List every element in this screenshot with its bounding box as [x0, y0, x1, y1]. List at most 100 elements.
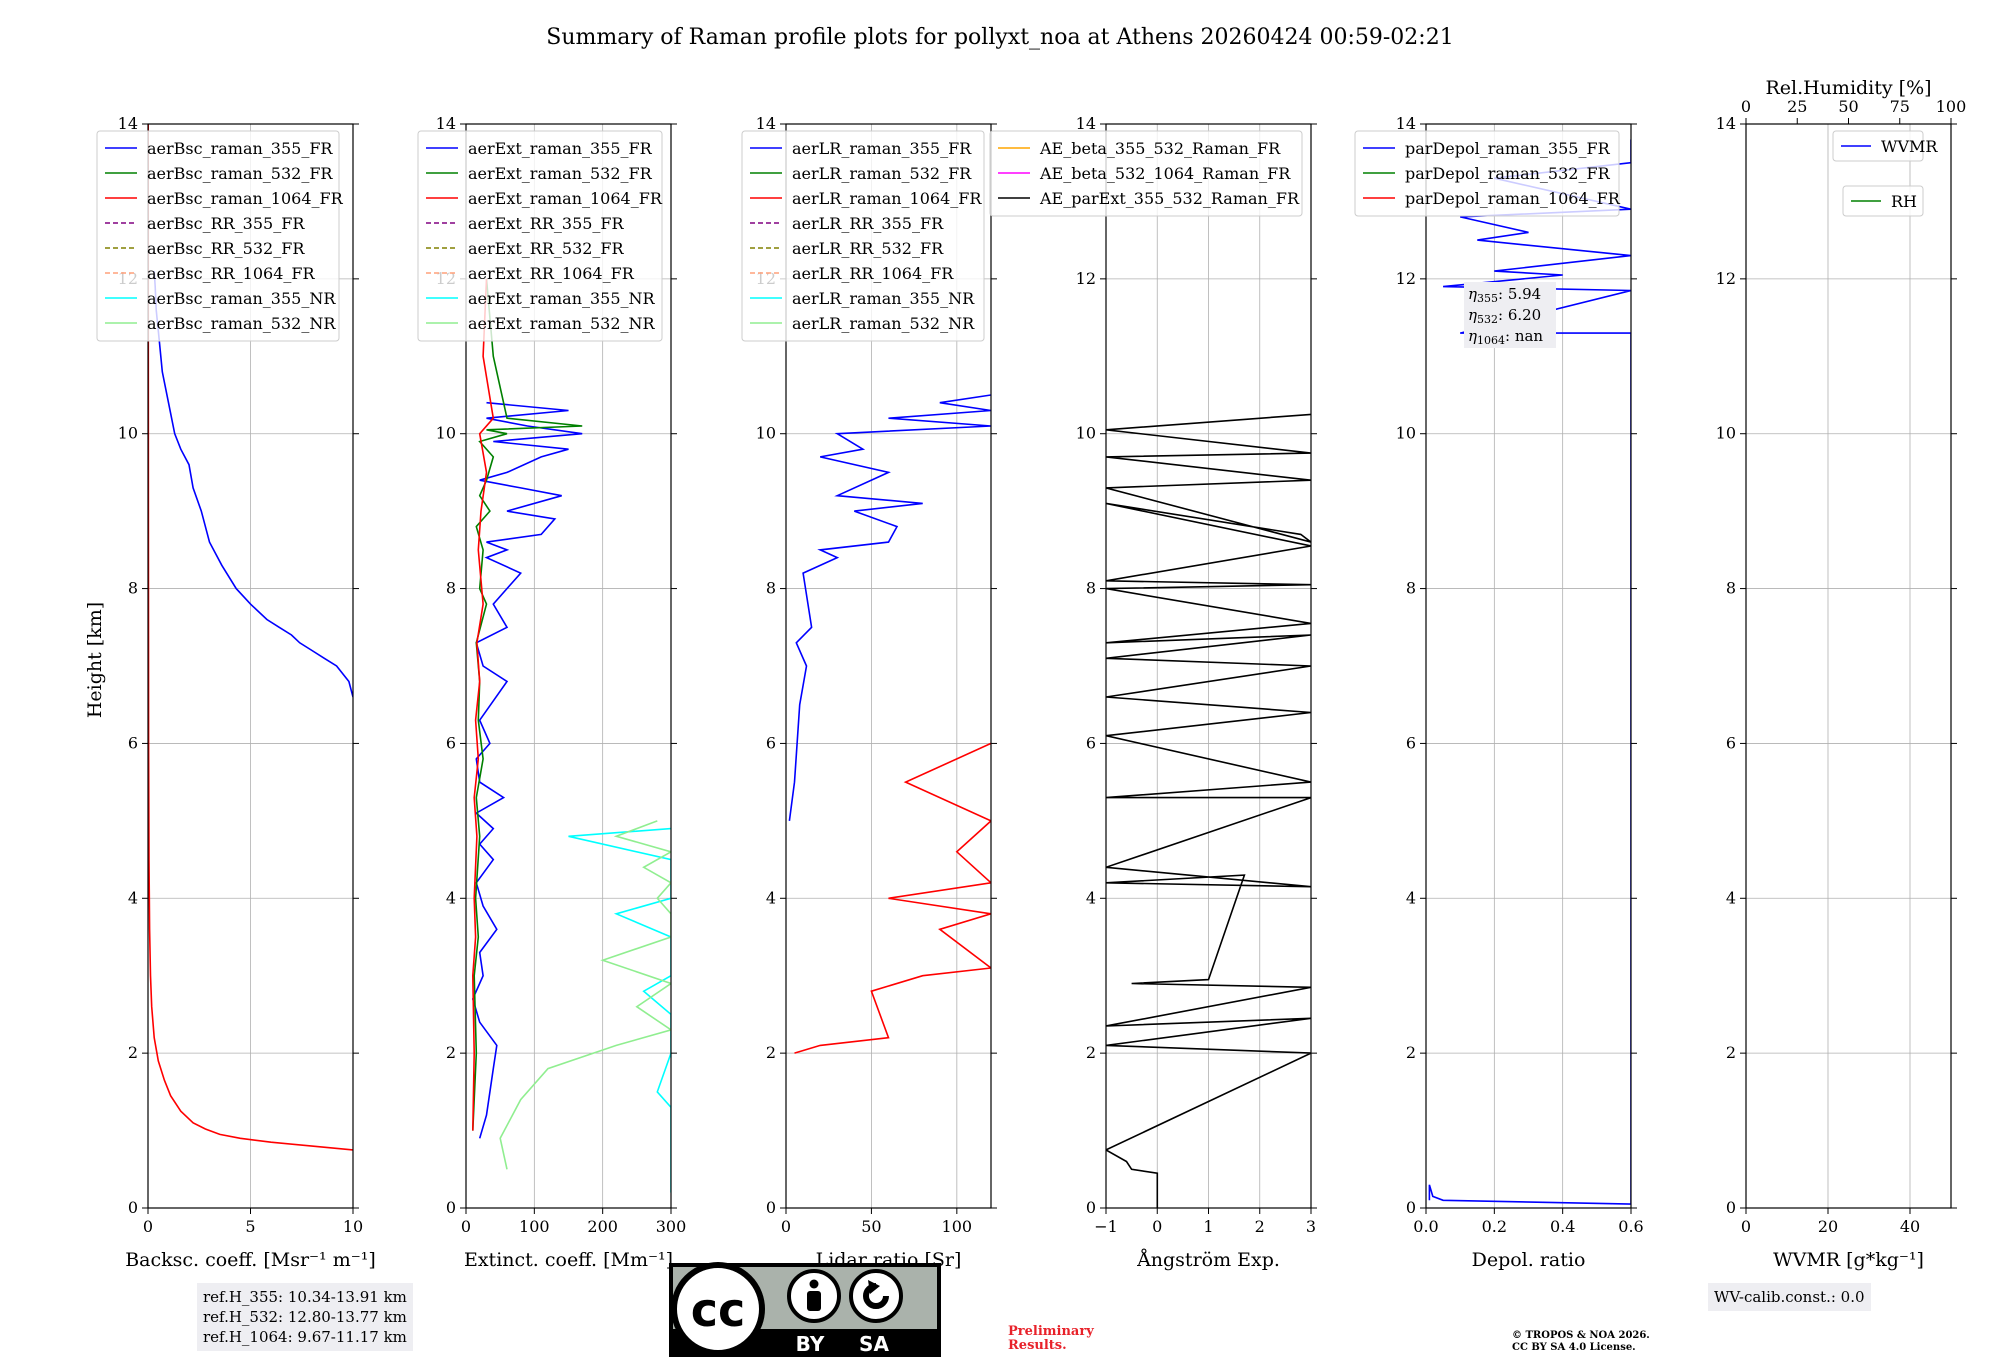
series-aerExt_raman_1064_FR — [471, 278, 495, 1131]
legend-label: aerBsc_RR_532_FR — [147, 239, 305, 258]
series-parDepol_raman_355_FR — [1428, 139, 1631, 1205]
series-aerExt_raman_532_NR — [499, 820, 671, 1170]
y-tick-label: 0 — [1726, 1198, 1736, 1217]
legend-box — [96, 130, 340, 342]
y-tick-label: 6 — [446, 733, 456, 752]
legend: aerBsc_raman_355_FR aerBsc_raman_532_FRae… — [96, 130, 344, 342]
refh-355: ref.H_355: 10.34-13.91 km — [203, 1288, 407, 1306]
series-aerBsc_raman_355_FR — [153, 271, 353, 698]
legend: aerLR_raman_355_FR aerLR_raman_532_FR aerL… — [741, 130, 985, 342]
preliminary-line-1: Preliminary — [1008, 1324, 1094, 1339]
badge-sa-label: SA — [859, 1332, 889, 1356]
x-axis-label: Backsc. coeff. [Msr⁻¹ m⁻¹] — [125, 1249, 376, 1271]
x-tick-label: 0.0 — [1413, 1217, 1438, 1236]
series-aerExt_raman_532_FR — [472, 278, 583, 1131]
x2-tick-label: 75 — [1890, 97, 1910, 116]
y-tick-label: 4 — [128, 888, 138, 907]
annotation-sub: 532 — [1477, 313, 1498, 326]
annotation-symbol: η — [1468, 285, 1477, 303]
x-tick-label: 300 — [656, 1217, 687, 1236]
sa-icon — [849, 1269, 903, 1323]
legend-label: aerBsc_raman_1064_FR — [147, 189, 344, 208]
legend-box — [1842, 185, 1924, 217]
x-tick-label: 2 — [1255, 1217, 1265, 1236]
y-tick-label: 4 — [1406, 888, 1416, 907]
x-tick-label: 0 — [461, 1217, 471, 1236]
legend-label: aerExt_raman_355_FR — [468, 139, 653, 158]
legend-label: aerLR_raman_355_FR — [792, 139, 972, 158]
legend-label: aerLR_RR_532_FR — [792, 239, 944, 258]
reference-height-box: ref.H_355: 10.34-13.91 km ref.H_532: 12.… — [197, 1283, 413, 1351]
legend-box — [417, 130, 663, 342]
x-tick-label: 100 — [519, 1217, 550, 1236]
axes-frame — [465, 123, 672, 1209]
legend: AE_beta_355_532_Raman_FR AE_beta_532_1064… — [989, 130, 1303, 217]
by-icon-body — [807, 1291, 821, 1311]
refh-532: ref.H_532: 12.80-13.77 km — [203, 1308, 407, 1326]
legend-label: aerBsc_raman_532_NR — [147, 314, 336, 333]
legend-label: aerExt_raman_532_FR — [468, 164, 653, 183]
y-tick-label: 6 — [1406, 733, 1416, 752]
legend-label: aerExt_raman_532_NR — [468, 314, 656, 333]
legend-label: aerExt_RR_532_FR — [468, 239, 625, 258]
legend-label: aerExt_RR_355_FR — [468, 214, 625, 233]
y-tick-label: 4 — [1726, 888, 1736, 907]
y-tick-label: 10 — [1076, 424, 1096, 443]
figure-title: Summary of Raman profile plots for polly… — [546, 25, 1453, 50]
y-tick-label: 10 — [1716, 424, 1736, 443]
y-tick-label: 0 — [766, 1198, 776, 1217]
series-aerExt_raman_355_FR — [471, 401, 583, 1139]
sa-icon-arrow — [868, 1280, 880, 1294]
y-tick-label: 14 — [756, 114, 776, 133]
legend-label: aerBsc_raman_355_NR — [147, 289, 336, 308]
legend-label: WVMR — [1881, 137, 1938, 156]
y-tick-label: 6 — [766, 733, 776, 752]
y-tick-label: 14 — [1396, 114, 1416, 133]
x-axis-label: WVMR [g*kg⁻¹] — [1773, 1249, 1924, 1271]
y-tick-label: 0 — [1086, 1198, 1096, 1217]
legend-label: aerLR_raman_355_NR — [792, 289, 975, 308]
legend-label: aerLR_raman_1064_FR — [792, 189, 982, 208]
copyright-line-1: © TROPOS & NOA 2026. — [1512, 1330, 1650, 1341]
preliminary-line-2: Results. — [1008, 1338, 1067, 1353]
x-axis-label: Ångström Exp. — [1136, 1249, 1280, 1271]
panel-depol: 0.0 0.2 0.4 0.6 0 2 4 6 8 10 12 14 Depol. ratio parDe… — [1354, 114, 1644, 1271]
y-tick-label: 2 — [766, 1043, 776, 1062]
x2-tick-label: 0 — [1741, 97, 1751, 116]
annotation-value: : 5.94 — [1498, 285, 1541, 303]
copyright-note: © TROPOS & NOA 2026. CC BY SA 4.0 Licens… — [1512, 1330, 1650, 1354]
y-tick-label: 14 — [1716, 114, 1736, 133]
preliminary-note: Preliminary Results. — [1008, 1325, 1094, 1353]
legend-label: aerLR_RR_1064_FR — [792, 264, 954, 283]
series-aerExt_raman_355_NR — [568, 827, 671, 1193]
by-icon-head — [809, 1279, 819, 1289]
annotation-value: : 6.20 — [1498, 306, 1541, 324]
legend-box — [1354, 130, 1620, 217]
y-tick-label: 6 — [128, 733, 138, 752]
x-tick-label: 0 — [1152, 1217, 1162, 1236]
y-tick-label: 2 — [446, 1043, 456, 1062]
annotation-sub: 355 — [1477, 292, 1498, 305]
x2-tick-label: 100 — [1936, 97, 1967, 116]
axes-frame — [1425, 123, 1632, 1209]
legend-label: aerExt_raman_355_NR — [468, 289, 656, 308]
legend-label: aerLR_RR_355_FR — [792, 214, 944, 233]
y-tick-label: 2 — [1726, 1043, 1736, 1062]
y-tick-label: 8 — [446, 579, 456, 598]
legend: WVMR RH — [1832, 130, 1938, 217]
y-tick-label: 6 — [1086, 733, 1096, 752]
x2-tick-label: 50 — [1838, 97, 1858, 116]
legend-label: aerBsc_RR_1064_FR — [147, 264, 316, 283]
legend: parDepol_raman_355_FR parDepol_raman_532_… — [1354, 130, 1621, 217]
annotation-line: η532: 6.20 — [1468, 306, 1541, 326]
axes-frame — [1105, 123, 1312, 1209]
annotation-line: η1064: nan — [1468, 327, 1543, 347]
x-tick-label: 3 — [1306, 1217, 1316, 1236]
y-tick-label: 8 — [1726, 579, 1736, 598]
x-tick-label: −1 — [1094, 1217, 1118, 1236]
x-tick-label: 0.2 — [1482, 1217, 1507, 1236]
badge-by-label: BY — [796, 1332, 825, 1356]
x-tick-label: 0.4 — [1550, 1217, 1575, 1236]
y-tick-label: 10 — [756, 424, 776, 443]
y-tick-label: 12 — [1076, 269, 1096, 288]
